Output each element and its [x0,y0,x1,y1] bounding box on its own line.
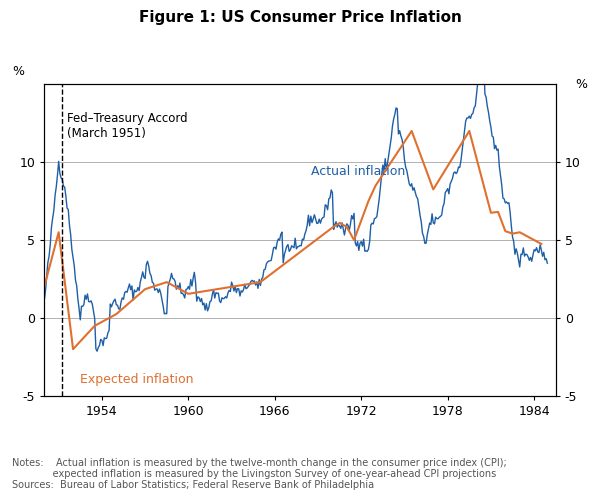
Text: Fed–Treasury Accord
(March 1951): Fed–Treasury Accord (March 1951) [67,112,187,140]
Text: Sources:  Bureau of Labor Statistics; Federal Reserve Bank of Philadelphia: Sources: Bureau of Labor Statistics; Fed… [12,480,374,490]
Text: Notes:    Actual inflation is measured by the twelve-month change in the consume: Notes: Actual inflation is measured by t… [12,458,507,479]
Text: Expected inflation: Expected inflation [80,372,194,386]
Y-axis label: %: % [13,65,25,78]
Y-axis label: %: % [575,78,587,91]
Text: Figure 1: US Consumer Price Inflation: Figure 1: US Consumer Price Inflation [139,10,461,25]
Text: Actual inflation: Actual inflation [311,165,405,178]
